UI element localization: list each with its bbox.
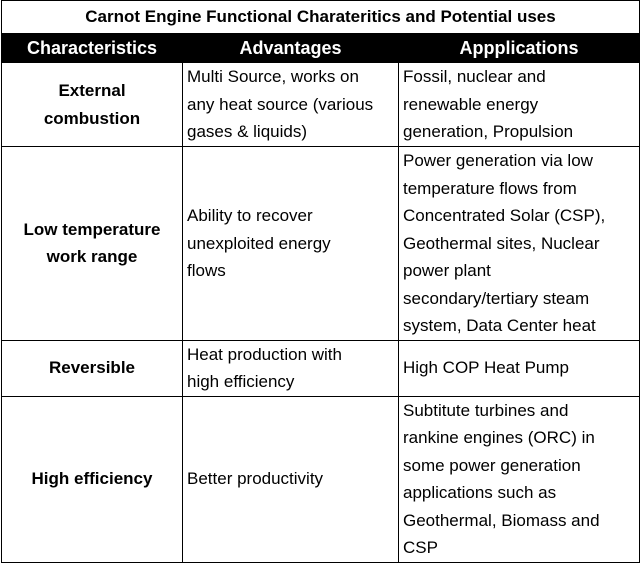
cell-line: Ability to recover xyxy=(187,206,313,225)
cell-line: Fossil, nuclear and xyxy=(403,67,546,87)
cell-line: secondary/tertiary steam xyxy=(403,288,590,308)
cell-line: Low temperature xyxy=(23,219,161,239)
cell-line: work range xyxy=(46,247,138,267)
cell-line: flows xyxy=(187,261,226,280)
cell-line: Reversible xyxy=(49,358,135,378)
characteristic-cell: External combustion xyxy=(1,62,183,147)
header-applications: Appplications xyxy=(398,33,640,63)
table-row: External combustion Multi Source, works … xyxy=(1,62,640,147)
cell-line: External xyxy=(58,81,126,100)
cell-line: High efficiency xyxy=(31,469,153,489)
application-cell: Subtitute turbines and rankine engines (… xyxy=(398,395,640,563)
cell-line: temperature flows from xyxy=(403,178,577,198)
cell-line: generation, Propulsion xyxy=(403,122,574,142)
cell-line: any heat source (various xyxy=(187,94,374,114)
cell-line: power plant xyxy=(403,261,491,280)
table-row: Reversible Heat production with high eff… xyxy=(1,339,640,397)
application-cell: Power generation via low temperature flo… xyxy=(398,146,640,341)
cell-line: combustion xyxy=(43,108,141,128)
characteristic-cell: Low temperature work range xyxy=(1,146,183,341)
cell-line: Subtitute turbines and xyxy=(403,400,569,420)
cell-line: gases & liquids) xyxy=(187,122,308,142)
cell-line: Heat production with xyxy=(187,344,342,364)
header-characteristics: Characteristics xyxy=(1,33,183,63)
characteristic-cell: Reversible xyxy=(1,339,183,397)
advantage-cell: Multi Source, works on any heat source (… xyxy=(182,62,399,147)
header-advantages: Advantages xyxy=(182,33,399,63)
cell-line: Geothermal, Biomass and xyxy=(403,510,600,530)
cell-line: high efficiency xyxy=(187,372,295,391)
cell-line: CSP xyxy=(403,538,438,557)
cell-line: High COP Heat Pump xyxy=(403,358,569,378)
table-row: High efficiency Better productivity Subt… xyxy=(1,395,640,563)
application-cell: Fossil, nuclear and renewable energy gen… xyxy=(398,62,640,147)
advantage-cell: Ability to recover unexploited energy fl… xyxy=(182,146,399,341)
cell-line: Geothermal sites, Nuclear xyxy=(403,233,600,253)
table-row: Low temperature work range Ability to re… xyxy=(1,146,640,341)
advantage-cell: Heat production with high efficiency xyxy=(182,339,399,397)
cell-line: Multi Source, works on xyxy=(187,67,359,87)
advantage-cell: Better productivity xyxy=(182,395,399,563)
cell-line: applications such as xyxy=(403,483,557,502)
cell-line: renewable energy xyxy=(403,94,539,114)
cell-line: Concentrated Solar (CSP), xyxy=(403,206,606,225)
cell-line: unexploited energy xyxy=(187,233,331,253)
characteristic-cell: High efficiency xyxy=(1,395,183,563)
cell-line: Power generation via low xyxy=(403,151,593,170)
cell-line: rankine engines (ORC) in xyxy=(403,428,595,447)
table-title: Carnot Engine Functional Charateritics a… xyxy=(1,0,640,34)
application-cell: High COP Heat Pump xyxy=(398,339,640,397)
cell-line: system, Data Center heat xyxy=(403,316,596,335)
cell-line: some power generation xyxy=(403,455,581,475)
header-row: Characteristics Advantages Appplications xyxy=(1,33,640,63)
cell-line: Better productivity xyxy=(187,469,324,489)
